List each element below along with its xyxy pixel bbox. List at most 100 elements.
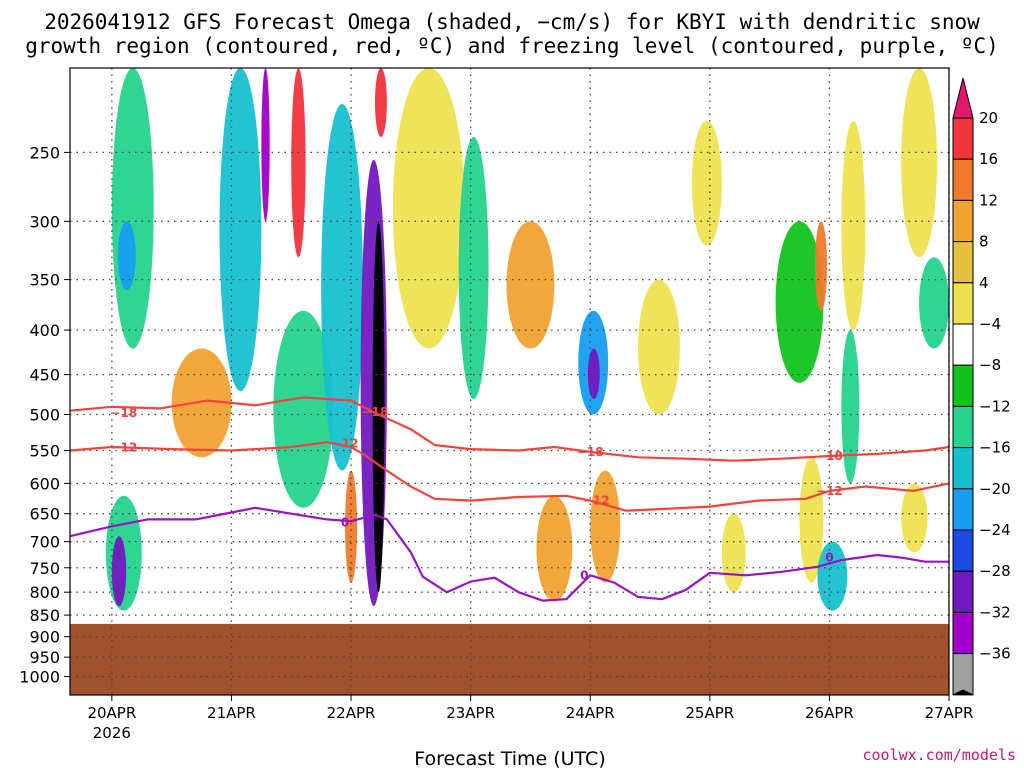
y-tick-label-700: 700 xyxy=(29,533,60,552)
omega-region-25 xyxy=(799,457,824,583)
y-axis-ticks: 250 300 350 400 450 500 550 600 650 700 750 800 850 9… xyxy=(19,143,70,687)
omega-region-28 xyxy=(841,120,866,331)
dgz-contour-line-1 xyxy=(69,441,950,512)
colorbar-label-5: −4 xyxy=(979,315,1001,333)
omega-region-26 xyxy=(815,221,828,311)
y-tick-label-600: 600 xyxy=(29,474,60,493)
omega-region-3 xyxy=(117,221,136,291)
y-tick-label-450: 450 xyxy=(29,366,60,385)
colorbar-segment-7 xyxy=(952,405,974,449)
colorbar-label-11: −28 xyxy=(979,562,1011,580)
omega-region-21 xyxy=(638,279,680,415)
colorbar-segment-10 xyxy=(952,529,974,572)
x-tick-sublabel-0: 2026 xyxy=(93,724,131,742)
colorbar-segment-2 xyxy=(952,199,974,243)
dgz-contour-line-0 xyxy=(69,396,950,462)
y-tick-label-1000: 1000 xyxy=(19,668,60,687)
colorbar-label-6: −8 xyxy=(979,356,1001,374)
omega-shading-layer xyxy=(105,68,949,611)
omega-region-22 xyxy=(691,120,722,246)
dgz-contour-label-1-0: −12 xyxy=(110,441,137,455)
colorbar-bottom-arrow xyxy=(952,689,974,696)
colorbar-segment-5 xyxy=(952,323,974,366)
colorbar-segment-13 xyxy=(952,653,974,696)
colorbar-segment-6 xyxy=(952,364,974,407)
colorbar: 20 16 12 8 4 −4 −8 −12 −16 −20 −24 −28 −32 −36 xyxy=(952,77,1011,696)
x-tick-label-7: 27APR xyxy=(925,704,974,722)
colorbar-label-10: −24 xyxy=(979,521,1011,539)
x-tick-label-5: 25APR xyxy=(685,704,734,722)
colorbar-segment-11 xyxy=(952,570,974,613)
colorbar-label-2: 12 xyxy=(979,191,998,209)
dgz-contour-label-0-1: −18 xyxy=(362,405,389,419)
omega-region-17 xyxy=(536,495,573,602)
omega-region-14 xyxy=(392,68,465,349)
omega-region-1 xyxy=(111,536,127,607)
omega-region-13 xyxy=(374,68,387,137)
dgz-contour-label-0-2: −18 xyxy=(577,445,604,459)
omega-region-16 xyxy=(506,221,555,349)
colorbar-label-1: 16 xyxy=(979,150,998,168)
omega-region-31 xyxy=(919,257,949,349)
y-tick-label-850: 850 xyxy=(29,606,60,625)
omega-region-24 xyxy=(775,221,824,383)
x-tick-label-1: 21APR xyxy=(207,704,256,722)
terrain-fill xyxy=(70,623,949,695)
x-tick-label-2: 22APR xyxy=(327,704,376,722)
x-tick-label-0: 20APR xyxy=(87,704,136,722)
colorbar-label-0: 20 xyxy=(979,109,998,127)
y-tick-label-950: 950 xyxy=(29,648,60,667)
colorbar-label-12: −32 xyxy=(979,603,1011,621)
omega-region-23 xyxy=(721,513,746,593)
y-tick-label-350: 350 xyxy=(29,271,60,290)
omega-region-20 xyxy=(590,470,621,583)
colorbar-segment-4 xyxy=(952,282,974,325)
omega-region-15 xyxy=(458,136,489,400)
y-tick-label-250: 250 xyxy=(29,143,60,162)
colorbar-label-4: 4 xyxy=(979,274,989,292)
omega-region-8 xyxy=(273,310,334,508)
colorbar-segment-3 xyxy=(952,241,974,284)
omega-region-29 xyxy=(841,330,860,484)
freezing-level-label-1: 0 xyxy=(580,568,588,582)
contour-layer: −18 −18 −18 −18 −12 −12 −12 −12 0 0 0 xyxy=(69,396,950,602)
x-tick-label-6: 26APR xyxy=(805,704,854,722)
colorbar-segment-8 xyxy=(952,447,974,490)
dgz-contour-label-0-0: −18 xyxy=(110,406,137,420)
y-tick-label-300: 300 xyxy=(29,212,60,231)
omega-region-9 xyxy=(321,104,364,471)
omega-region-10 xyxy=(345,470,358,583)
plot-frame xyxy=(69,67,950,696)
colorbar-label-7: −12 xyxy=(979,397,1011,415)
y-tick-label-750: 750 xyxy=(29,559,60,578)
x-axis-ticks: 20APR 2026 21APR 22APR 23APR 24APR 25APR 26APR 2… xyxy=(87,695,973,742)
colorbar-segment-9 xyxy=(952,488,974,531)
omega-region-2 xyxy=(111,68,154,349)
freezing-level-label-0: 0 xyxy=(341,515,349,529)
x-axis-label: Forecast Time (UTC) xyxy=(414,748,605,768)
dgz-contour-label-1-1: −12 xyxy=(332,437,359,451)
omega-region-30 xyxy=(901,68,938,258)
colorbar-segment-12 xyxy=(952,611,974,655)
omega-region-27 xyxy=(817,541,848,611)
y-tick-label-400: 400 xyxy=(29,321,60,340)
omega-region-32 xyxy=(901,483,928,553)
dgz-contour-label-1-2: −12 xyxy=(583,494,610,508)
colorbar-segment-1 xyxy=(952,158,974,201)
y-tick-label-650: 650 xyxy=(29,505,60,524)
colorbar-top-arrow xyxy=(952,77,974,119)
colorbar-segment-0 xyxy=(952,117,974,160)
colorbar-label-3: 8 xyxy=(979,233,989,251)
y-tick-label-900: 900 xyxy=(29,628,60,647)
y-tick-label-800: 800 xyxy=(29,583,60,602)
omega-region-7 xyxy=(291,68,306,258)
dgz-contour-label-0-3: −18 xyxy=(816,449,843,463)
y-tick-label-550: 550 xyxy=(29,442,60,461)
x-tick-label-3: 23APR xyxy=(446,704,495,722)
freezing-level-line xyxy=(69,506,949,602)
chart-title-line1: 2026041912 GFS Forecast Omega (shaded, −… xyxy=(44,10,980,34)
omega-region-5 xyxy=(219,68,262,392)
credit-text[interactable]: coolwx.com/models xyxy=(862,746,1016,764)
colorbar-label-8: −16 xyxy=(979,439,1011,457)
